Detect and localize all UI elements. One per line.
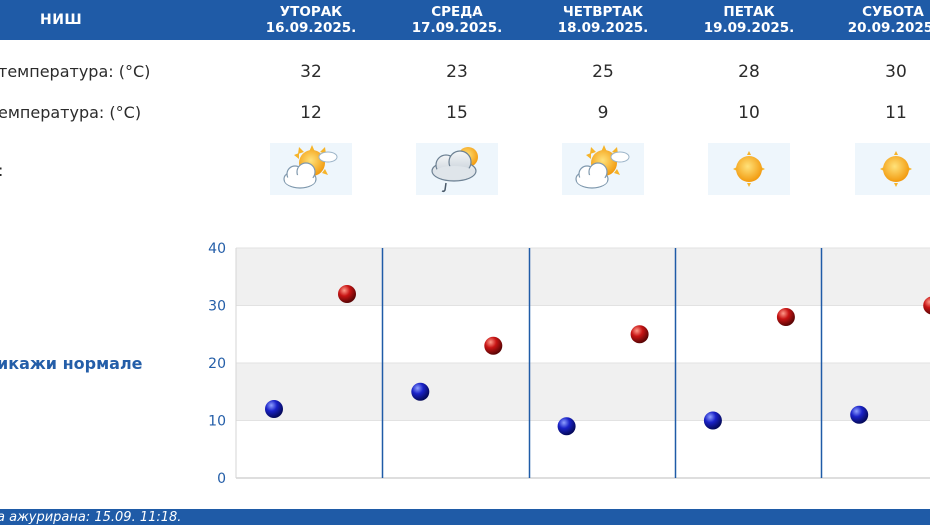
max-temp-value: 30 (885, 62, 907, 82)
day-date: 17.09.2025. (411, 20, 503, 36)
max-temp-value: 32 (300, 62, 322, 82)
day-date: 16.09.2025. (265, 20, 357, 36)
day-date: 20.09.2025. (847, 20, 930, 36)
max-temp-point (630, 325, 649, 344)
max-temp-value: 28 (738, 62, 760, 82)
day-column-header: СУБОТА 20.09.2025. (833, 4, 930, 36)
max-temp-point (484, 336, 503, 355)
max-temp-point (338, 285, 356, 303)
min-temp-point (411, 382, 430, 401)
min-temp-point (265, 400, 283, 418)
min-temp-point (557, 417, 576, 436)
weather-icon-label: : (0, 161, 3, 180)
last-updated-text: а ажурирана: 15.09. 11:18. (0, 510, 182, 525)
sun-icon (855, 143, 930, 195)
min-temp-value: 12 (300, 103, 322, 123)
day-date: 19.09.2025. (703, 20, 795, 36)
partly-cloudy-sun-icon (270, 143, 352, 195)
day-name: ЧЕТВРТАК (562, 4, 644, 20)
min-temp-value: 11 (885, 103, 907, 123)
y-tick-label: 40 (208, 241, 226, 257)
day-date: 18.09.2025. (557, 20, 649, 36)
day-name: СУБОТА (862, 4, 924, 20)
min-temp-point (703, 411, 722, 430)
day-column-header: ПЕТАК 19.09.2025. (689, 4, 809, 36)
city-name: НИШ (40, 12, 83, 28)
min-temp-point (850, 405, 869, 424)
day-name: ПЕТАК (723, 4, 775, 20)
day-column-header: ЧЕТВРТАК 18.09.2025. (543, 4, 663, 36)
max-temp-value: 23 (446, 62, 468, 82)
y-tick-label: 30 (208, 299, 226, 315)
day-column-header: УТОРАК 16.09.2025. (251, 4, 371, 36)
max-temp-value: 25 (592, 62, 614, 82)
min-temp-label: емпература: (°C) (0, 103, 142, 122)
max-temp-point (776, 308, 795, 326)
temperature-chart: 0 10 20 30 40 (208, 241, 930, 487)
day-name: СРЕДА (431, 4, 483, 20)
max-temp-point (923, 296, 930, 315)
min-temp-value: 15 (446, 103, 468, 123)
partly-cloudy-sun-icon (562, 143, 644, 195)
y-tick-label: 20 (208, 356, 226, 372)
grid-band (236, 363, 930, 421)
cloud-sun-rain-icon (416, 143, 498, 195)
sun-icon (708, 143, 790, 195)
update-footer: а ажурирана: 15.09. 11:18. (0, 509, 930, 525)
day-name: УТОРАК (279, 4, 343, 20)
day-column-header: СРЕДА 17.09.2025. (397, 4, 517, 36)
forecast-header: НИШ УТОРАК 16.09.2025. СРЕДА 17.09.2025.… (0, 0, 930, 40)
max-temp-label: температура: (°C) (0, 62, 151, 81)
y-tick-label: 10 (208, 414, 226, 430)
min-temp-value: 9 (597, 103, 609, 123)
min-temp-value: 10 (738, 103, 760, 123)
show-normals-link[interactable]: икажи нормале (0, 354, 143, 373)
y-tick-label: 0 (217, 471, 226, 487)
